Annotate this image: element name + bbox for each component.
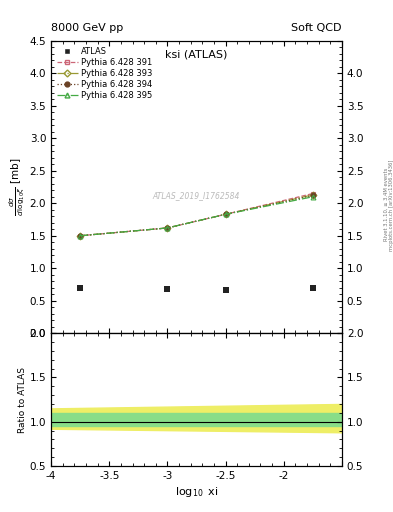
X-axis label: $\log_{10}$ xi: $\log_{10}$ xi — [175, 485, 218, 499]
Legend: ATLAS, Pythia 6.428 391, Pythia 6.428 393, Pythia 6.428 394, Pythia 6.428 395: ATLAS, Pythia 6.428 391, Pythia 6.428 39… — [55, 45, 154, 102]
Point — [222, 286, 229, 294]
Y-axis label: Ratio to ATLAS: Ratio to ATLAS — [18, 367, 27, 433]
Point — [310, 284, 316, 292]
Text: 8000 GeV pp: 8000 GeV pp — [51, 23, 123, 33]
Text: ATLAS_2019_I1762584: ATLAS_2019_I1762584 — [153, 191, 240, 200]
Text: Soft QCD: Soft QCD — [292, 23, 342, 33]
Text: ksi (ATLAS): ksi (ATLAS) — [165, 50, 228, 60]
Point — [164, 285, 171, 293]
Text: Rivet 3.1.10, ≥ 3.4M events
mcplots.cern.ch [arXiv:1306.3436]: Rivet 3.1.10, ≥ 3.4M events mcplots.cern… — [384, 159, 393, 250]
Y-axis label: $\frac{d\sigma}{d\,\log_{10}\!\xi}$ [mb]: $\frac{d\sigma}{d\,\log_{10}\!\xi}$ [mb] — [7, 158, 27, 216]
Point — [77, 284, 83, 292]
